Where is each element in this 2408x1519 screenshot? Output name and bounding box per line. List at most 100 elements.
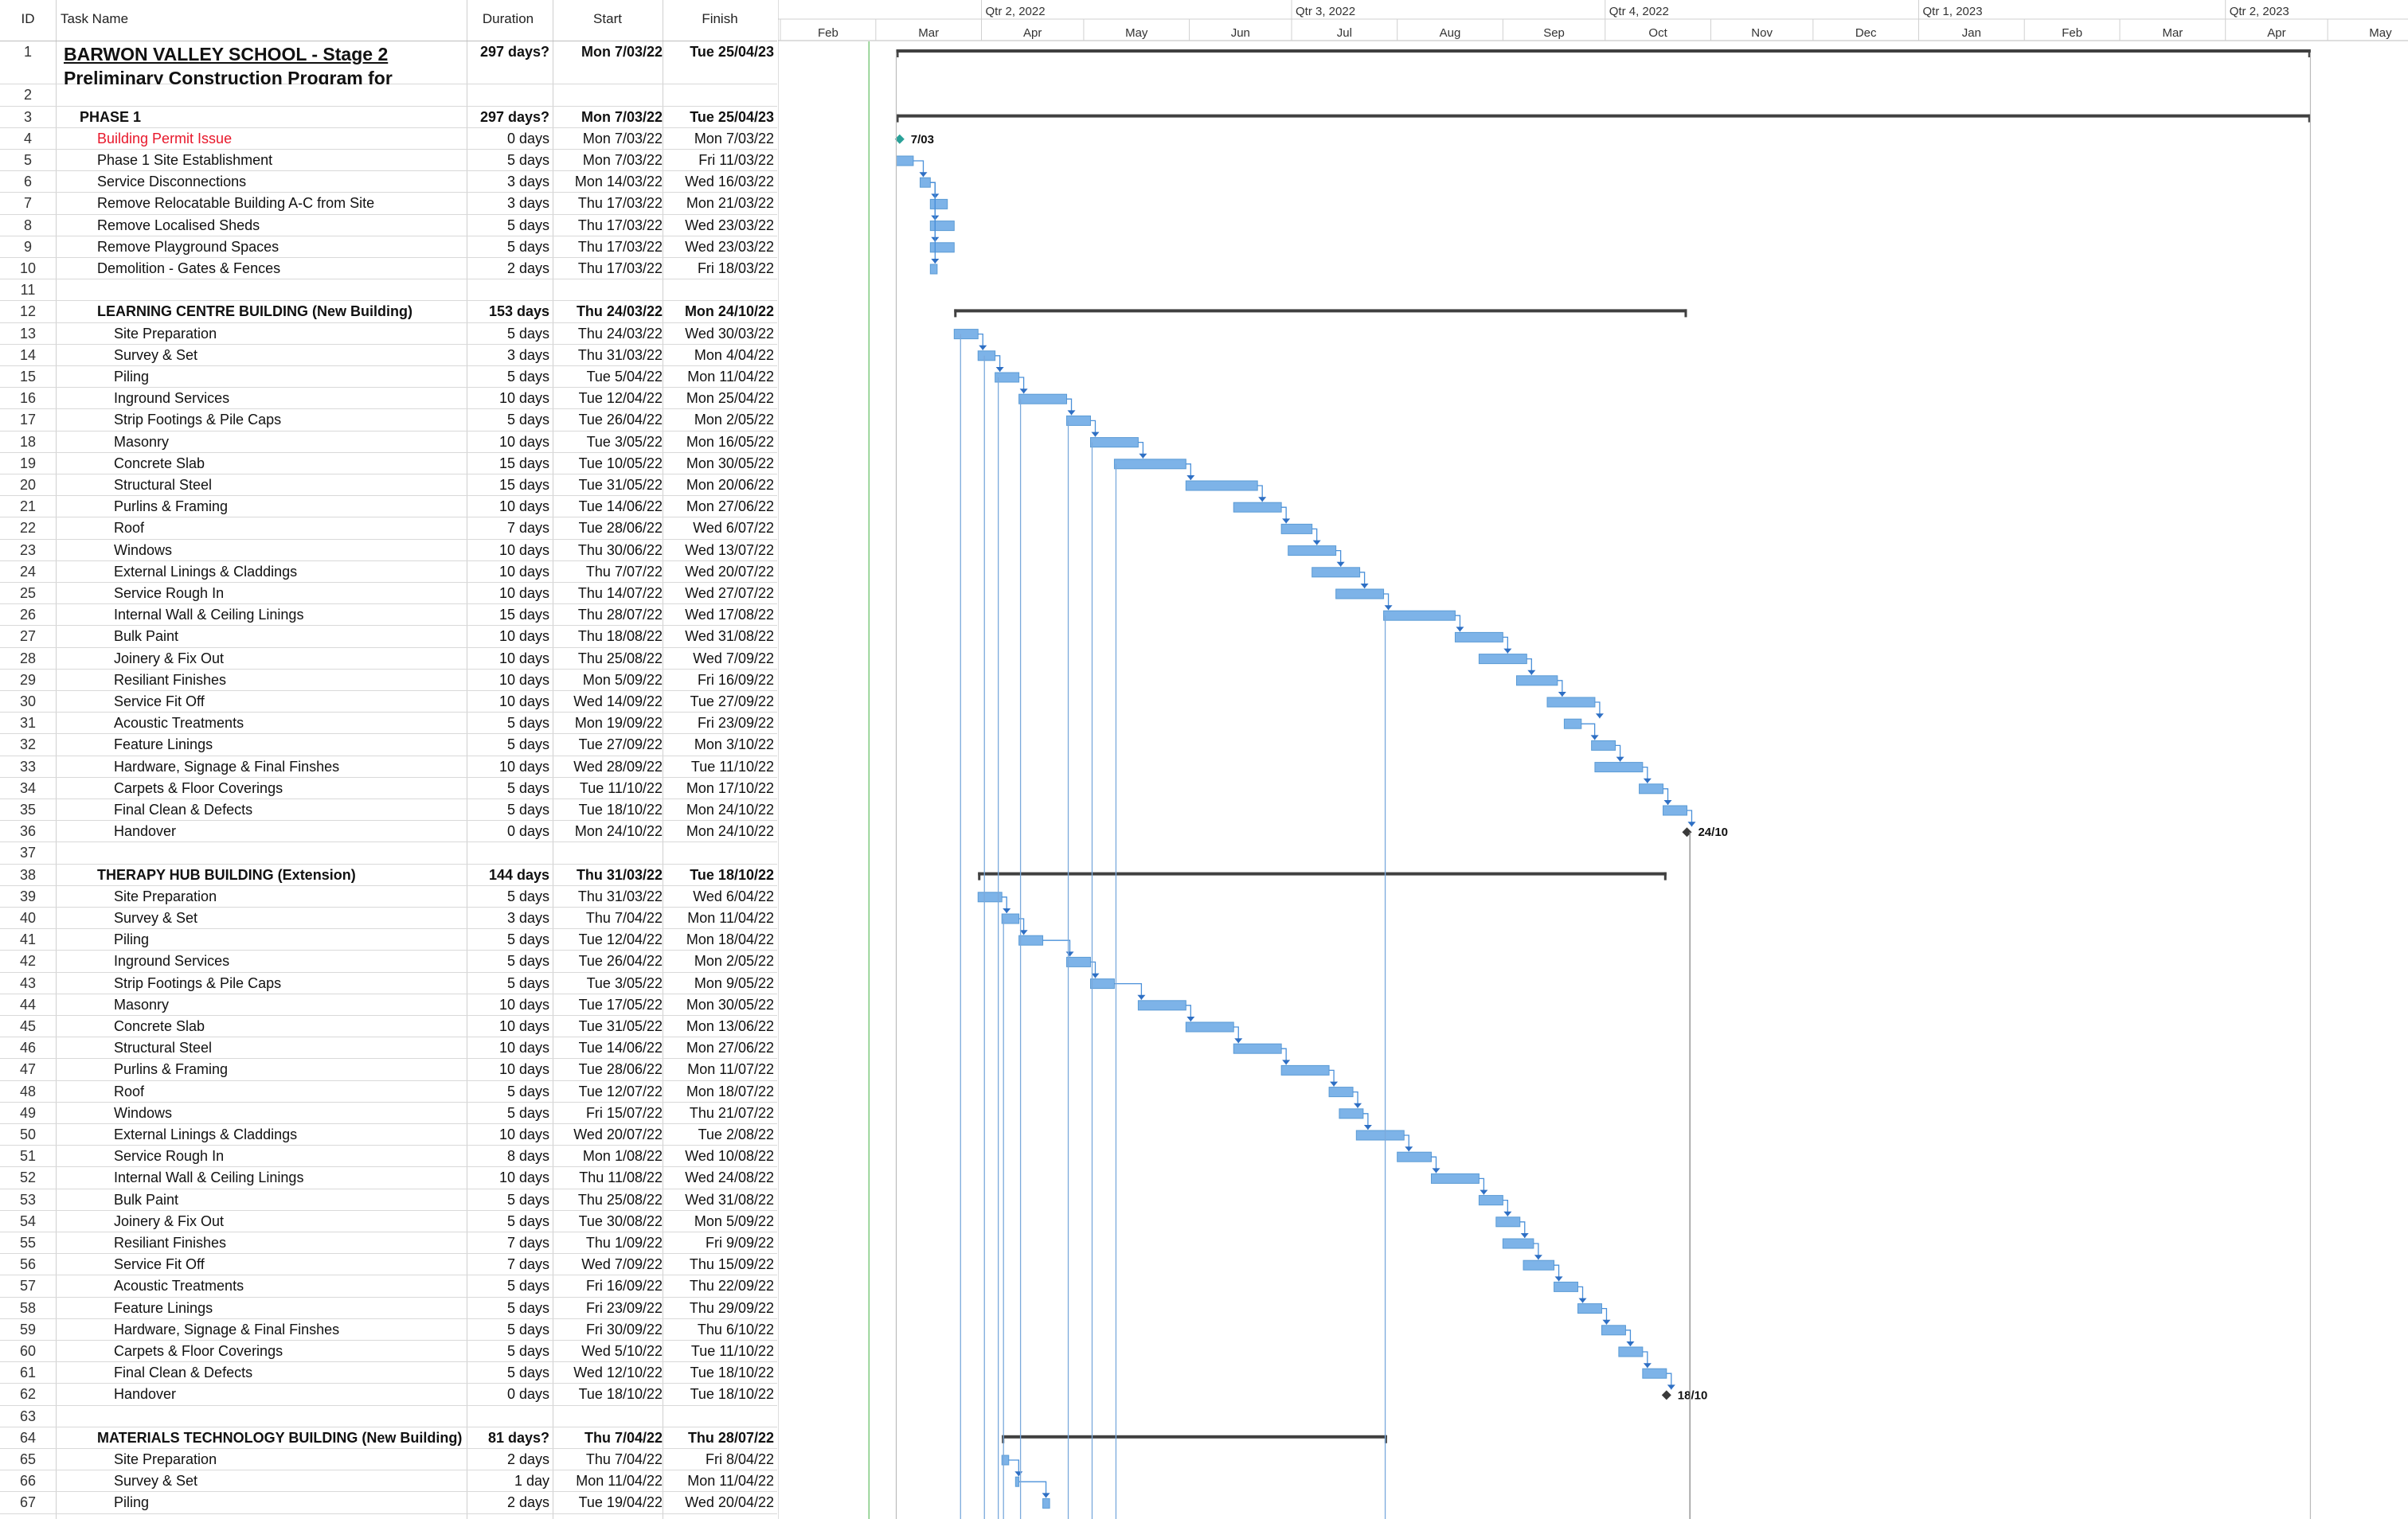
table-row[interactable]: 6 Service Disconnections 3 days Mon 14/03/2… <box>0 171 777 193</box>
task-name: Feature Linings <box>114 736 213 753</box>
table-row[interactable]: 52 Internal Wall & Ceiling Linings 10 days… <box>0 1167 777 1189</box>
table-row[interactable]: 48 Roof 5 days Tue 12/07/22 Mon 18/07/22 <box>0 1081 777 1103</box>
task-start: Mon 14/03/22 <box>574 174 663 190</box>
table-row[interactable]: 42 Inground Services 5 days Tue 26/04/22 Mon… <box>0 951 777 973</box>
table-row[interactable]: 2 <box>0 84 777 107</box>
task-duration: 5 days <box>506 953 549 970</box>
table-row[interactable]: 22 Roof 7 days Tue 28/06/22 Wed 6/07/22 <box>0 517 777 540</box>
col-header-start[interactable]: Start <box>553 0 663 41</box>
task-name: Bulk Paint <box>114 1191 179 1208</box>
dependency-link <box>1066 398 1073 416</box>
table-row[interactable]: 37 <box>0 842 777 865</box>
table-row[interactable]: 39 Site Preparation 5 days Thu 31/03/22 Wed … <box>0 886 777 908</box>
table-row[interactable]: 63 <box>0 1406 777 1427</box>
table-row[interactable]: 24 External Linings & Claddings 10 days Thu… <box>0 561 777 583</box>
table-row[interactable]: 61 Final Clean & Defects 5 days Wed 12/10/2… <box>0 1362 777 1384</box>
task-finish: Mon 27/06/22 <box>686 1040 774 1056</box>
table-row[interactable]: 67 Piling 2 days Tue 19/04/22 Wed 20/04/22 <box>0 1492 777 1514</box>
dependency-link <box>1404 1134 1409 1152</box>
table-row[interactable]: 14 Survey & Set 3 days Thu 31/03/22 Mon 4/04… <box>0 345 777 366</box>
table-row[interactable]: 55 Resiliant Finishes 7 days Thu 1/09/22 Fri… <box>0 1232 777 1255</box>
table-row[interactable]: 29 Resiliant Finishes 10 days Mon 5/09/22 Fr… <box>0 670 777 691</box>
table-row[interactable]: 15 Piling 5 days Tue 5/04/22 Mon 11/04/22 <box>0 366 777 389</box>
summary-bar <box>896 49 2311 53</box>
table-row[interactable]: 10 Demolition - Gates & Fences 2 days Thu 1… <box>0 258 777 280</box>
table-row[interactable]: 35 Final Clean & Defects 5 days Tue 18/10/2… <box>0 799 777 822</box>
table-row[interactable]: 53 Bulk Paint 5 days Thu 25/08/22 Wed 31/08/… <box>0 1189 777 1211</box>
table-row[interactable]: 16 Inground Services 10 days Tue 12/04/22 Mo… <box>0 388 777 410</box>
task-start: Mon 1/08/22 <box>582 1148 663 1165</box>
task-start: Fri 30/09/22 <box>585 1321 663 1337</box>
month-label: Aug <box>1440 26 1461 40</box>
table-row[interactable]: 38 THERAPY HUB BUILDING (Extension) 144 da… <box>0 865 777 886</box>
table-row[interactable]: 9 Remove Playground Spaces 5 days Thu 17/03… <box>0 236 777 258</box>
table-row[interactable]: 62 Handover 0 days Tue 18/10/22 Tue 18/10/22 <box>0 1384 777 1406</box>
table-row[interactable]: 54 Joinery & Fix Out 5 days Tue 30/08/22 Mon… <box>0 1211 777 1232</box>
table-row[interactable]: 17 Strip Footings & Pile Caps 5 days Tue 26… <box>0 409 777 431</box>
table-row[interactable]: 50 External Linings & Claddings 10 days Wed… <box>0 1124 777 1146</box>
table-row[interactable]: 49 Windows 5 days Fri 15/07/22 Thu 21/07/22 <box>0 1103 777 1124</box>
task-bar <box>1014 1476 1020 1487</box>
table-row[interactable]: 65 Site Preparation 2 days Thu 7/04/22 Fri 8… <box>0 1449 777 1471</box>
table-row[interactable]: 3 PHASE 1 297 days? Mon 7/03/22 Tue 25/04/23 <box>0 107 777 128</box>
table-row[interactable]: 60 Carpets & Floor Coverings 5 days Wed 5/1… <box>0 1341 777 1363</box>
table-row[interactable]: 31 Acoustic Treatments 5 days Mon 19/09/22 F… <box>0 713 777 735</box>
table-row[interactable]: 19 Concrete Slab 15 days Tue 10/05/22 Mon 30… <box>0 453 777 474</box>
task-name: Resiliant Finishes <box>114 1235 227 1251</box>
table-row[interactable]: 26 Internal Wall & Ceiling Linings 15 days… <box>0 604 777 627</box>
dependency-arrow <box>1480 1189 1488 1195</box>
summary-bar-cap <box>1684 309 1687 318</box>
table-row[interactable]: 30 Service Fit Off 10 days Wed 14/09/22 Tue … <box>0 691 777 713</box>
table-row[interactable]: 33 Hardware, Signage & Final Finshes 10 da… <box>0 756 777 778</box>
col-header-id[interactable]: ID <box>0 0 56 41</box>
table-row[interactable]: 45 Concrete Slab 10 days Tue 31/05/22 Mon 13… <box>0 1016 777 1038</box>
table-row[interactable]: 66 Survey & Set 1 day Mon 11/04/22 Mon 11/04… <box>0 1470 777 1493</box>
table-row[interactable]: 57 Acoustic Treatments 5 days Fri 16/09/22 T… <box>0 1275 777 1298</box>
task-start: Tue 12/04/22 <box>578 931 663 948</box>
table-row[interactable]: 13 Site Preparation 5 days Thu 24/03/22 Wed … <box>0 323 777 345</box>
task-id: 32 <box>19 736 37 753</box>
table-row[interactable]: 64 MATERIALS TECHNOLOGY BUILDING (New Bui… <box>0 1427 777 1449</box>
table-row[interactable]: 59 Hardware, Signage & Final Finshes 5 day… <box>0 1319 777 1341</box>
dependency-link <box>995 355 1001 372</box>
table-row[interactable]: 34 Carpets & Floor Coverings 5 days Tue 11/… <box>0 778 777 799</box>
task-duration: 5 days <box>506 1365 549 1381</box>
col-header-duration[interactable]: Duration <box>467 0 549 41</box>
task-id: 64 <box>19 1429 37 1446</box>
table-row[interactable]: 58 Feature Linings 5 days Fri 23/09/22 Thu 2… <box>0 1298 777 1319</box>
table-row[interactable]: 7 Remove Relocatable Building A-C from Si… <box>0 193 777 215</box>
task-name: Purlins & Framing <box>114 1061 229 1078</box>
table-row[interactable]: 21 Purlins & Framing 10 days Tue 14/06/22 Mo… <box>0 496 777 518</box>
task-finish: Mon 16/05/22 <box>686 433 774 450</box>
table-row[interactable]: 28 Joinery & Fix Out 10 days Thu 25/08/22 We… <box>0 648 777 670</box>
table-row[interactable]: 25 Service Rough In 10 days Thu 14/07/22 Wed… <box>0 583 777 605</box>
table-row[interactable]: 46 Structural Steel 10 days Tue 14/06/22 Mon… <box>0 1037 777 1060</box>
table-row[interactable]: 23 Windows 10 days Thu 30/06/22 Wed 13/07/22 <box>0 540 777 561</box>
task-duration: 5 days <box>506 974 549 991</box>
table-row[interactable]: 43 Strip Footings & Pile Caps 5 days Tue 3/… <box>0 973 777 994</box>
col-header-task-name[interactable]: Task Name <box>61 0 459 41</box>
task-id: 52 <box>19 1170 37 1186</box>
table-row[interactable]: 1 BARWON VALLEY SCHOOL - Stage 2 Prelimina… <box>0 41 777 85</box>
table-row[interactable]: 18 Masonry 10 days Tue 3/05/22 Mon 16/05/22 <box>0 431 777 453</box>
table-row[interactable]: 5 Phase 1 Site Establishment 5 days Mon 7/0… <box>0 150 777 172</box>
table-row[interactable]: 40 Survey & Set 3 days Thu 7/04/22 Mon 11/04… <box>0 908 777 930</box>
task-duration: 10 days <box>498 693 549 709</box>
table-row[interactable]: 4 Building Permit Issue 0 days Mon 7/03/22 M… <box>0 128 777 150</box>
table-row[interactable]: 27 Bulk Paint 10 days Thu 18/08/22 Wed 31/08… <box>0 626 777 648</box>
table-row[interactable]: 11 <box>0 279 777 302</box>
table-row[interactable]: 12 LEARNING CENTRE BUILDING (New Building… <box>0 301 777 323</box>
table-row[interactable]: 41 Piling 5 days Tue 12/04/22 Mon 18/04/22 <box>0 929 777 951</box>
col-header-finish[interactable]: Finish <box>666 0 774 41</box>
table-row[interactable]: 8 Remove Localised Sheds 5 days Thu 17/03/2… <box>0 215 777 236</box>
table-row[interactable]: 36 Handover 0 days Mon 24/10/22 Mon 24/10/22 <box>0 821 777 843</box>
table-row[interactable]: 51 Service Rough In 8 days Mon 1/08/22 Wed 1… <box>0 1146 777 1168</box>
table-row[interactable]: 20 Structural Steel 15 days Tue 31/05/22 Mon… <box>0 474 777 497</box>
dependency-arrow <box>1003 908 1011 913</box>
task-duration: 5 days <box>506 369 549 385</box>
table-row[interactable]: 44 Masonry 10 days Tue 17/05/22 Mon 30/05/22 <box>0 994 777 1016</box>
table-row[interactable]: 56 Service Fit Off 7 days Wed 7/09/22 Thu 15… <box>0 1254 777 1276</box>
task-finish: Wed 10/08/22 <box>685 1148 774 1165</box>
table-row[interactable]: 32 Feature Linings 5 days Tue 27/09/22 Mon 3… <box>0 734 777 756</box>
table-row[interactable]: 47 Purlins & Framing 10 days Tue 28/06/22 Mo… <box>0 1059 777 1081</box>
